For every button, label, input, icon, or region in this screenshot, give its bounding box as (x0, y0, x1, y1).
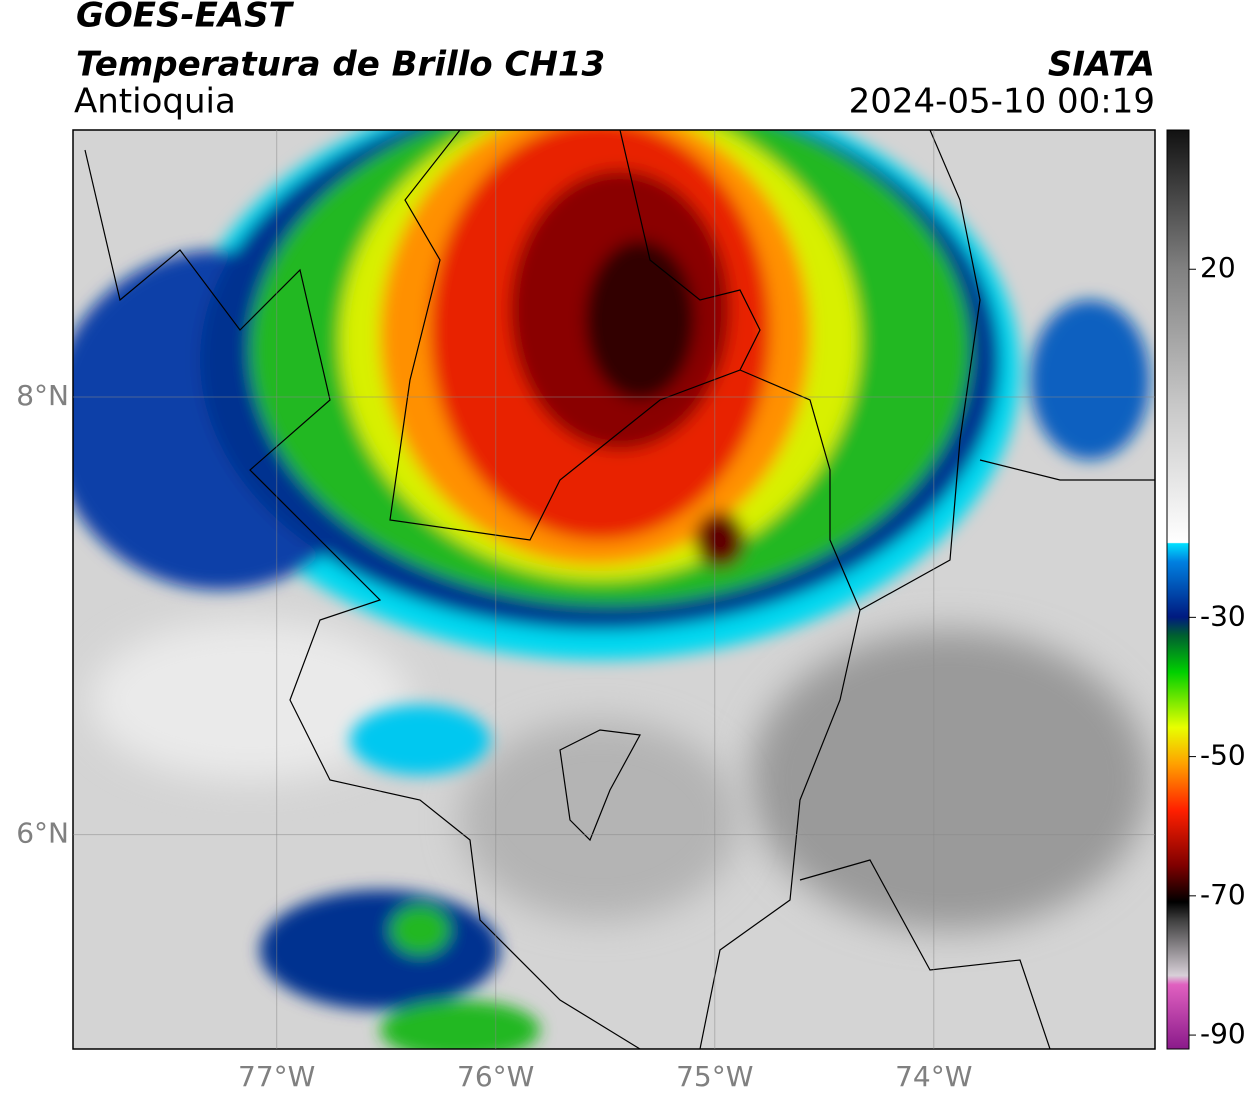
colorbar (1166, 129, 1190, 1050)
x-tick-label: 77°W (238, 1060, 315, 1093)
x-tick-label: 76°W (457, 1060, 534, 1093)
datetime: 2024-05-10 00:19 (849, 82, 1155, 122)
x-tick-label: 75°W (676, 1060, 753, 1093)
axes: 77°W 76°W 75°W 74°W 8°N 6°N 20 -30 -50 -70 -90 (16, 130, 1246, 1093)
y-tick-label: 6°N (16, 817, 69, 850)
map-frame (72, 129, 1156, 1050)
colorbar-tick-label: -50 (1200, 739, 1246, 772)
title: GOES-EAST (76, 0, 295, 36)
source: SIATA (1048, 45, 1155, 85)
y-tick-label: 8°N (16, 379, 69, 412)
region: Antioquia (74, 82, 236, 122)
x-tick-label: 74°W (895, 1060, 972, 1093)
colorbar-tick-label: -90 (1200, 1017, 1246, 1050)
colorbar-tick-label: -30 (1200, 599, 1246, 632)
map-image (73, 130, 1155, 1049)
subtitle: Temperatura de Brillo CH13 (76, 45, 605, 85)
colorbar-tick-label: -70 (1200, 878, 1246, 911)
colorbar-tick-label: 20 (1200, 251, 1236, 284)
